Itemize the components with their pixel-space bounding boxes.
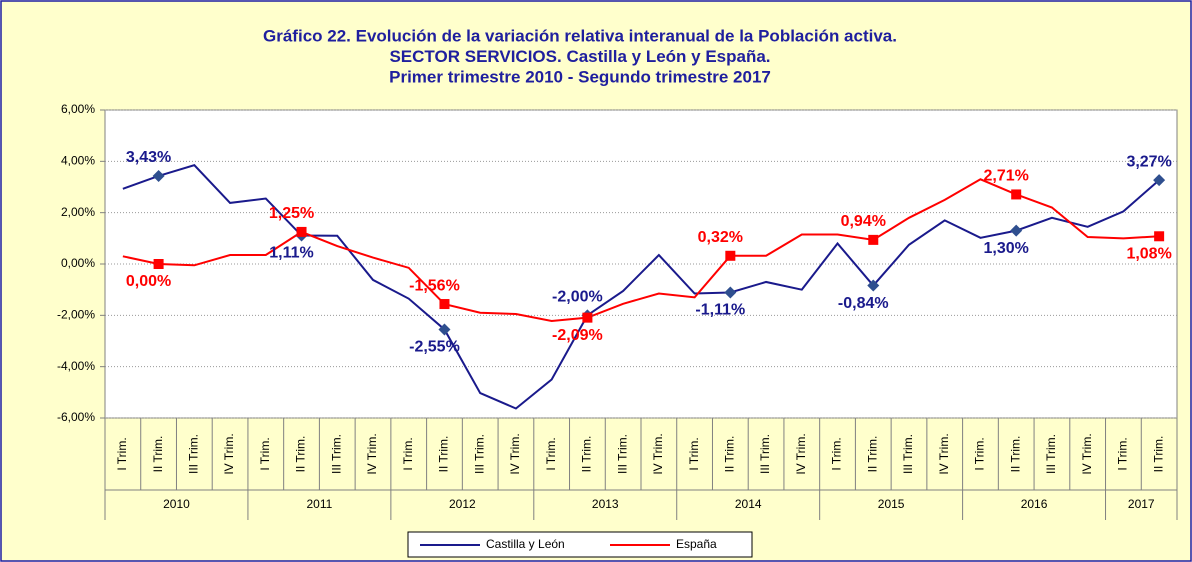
- x-group-label: 2015: [878, 497, 905, 511]
- x-tick-label: III Trim.: [1044, 434, 1058, 474]
- marker: [153, 259, 164, 269]
- x-tick-label: IV Trim.: [651, 433, 665, 474]
- x-group-label: 2017: [1128, 497, 1155, 511]
- x-group-label: 2014: [735, 497, 762, 511]
- x-tick-label: I Trim.: [687, 437, 701, 470]
- x-tick-label: IV Trim.: [937, 433, 951, 474]
- data-label: 0,00%: [126, 273, 171, 290]
- series-line: [122, 164, 1160, 410]
- x-tick-label: II Trim.: [723, 436, 737, 473]
- marker: [868, 234, 879, 245]
- data-label: 3,27%: [1126, 153, 1171, 170]
- data-label: 1,11%: [269, 245, 313, 262]
- marker: [725, 250, 736, 261]
- data-label: -0,84%: [838, 295, 889, 312]
- x-tick-label: III Trim.: [329, 434, 343, 474]
- x-tick-label: I Trim.: [401, 437, 415, 470]
- data-label: 0,94%: [841, 213, 886, 230]
- series-line: [122, 178, 1160, 322]
- chart-title: Primer trimestre 2010 - Segundo trimestr…: [389, 67, 771, 86]
- x-tick-label: III Trim.: [901, 434, 915, 474]
- data-label: 3,43%: [126, 149, 171, 166]
- x-tick-label: II Trim.: [1151, 436, 1165, 473]
- x-group-label: 2011: [306, 497, 332, 511]
- marker: [152, 169, 165, 182]
- data-label: -1,11%: [695, 302, 745, 319]
- data-label: -2,55%: [409, 339, 460, 356]
- data-label: -2,00%: [552, 289, 603, 306]
- plot-area: [104, 109, 1178, 419]
- x-tick-label: I Trim.: [544, 437, 558, 470]
- y-tick-label: 2,00%: [61, 205, 95, 219]
- x-tick-label: III Trim.: [758, 434, 772, 474]
- y-tick-label: 4,00%: [61, 154, 95, 168]
- x-tick-label: II Trim.: [437, 436, 451, 473]
- x-group-label: 2013: [592, 497, 619, 511]
- marker: [1154, 231, 1165, 242]
- x-group-label: 2016: [1021, 497, 1048, 511]
- data-label: -1,56%: [409, 277, 460, 294]
- x-tick-label: II Trim.: [294, 436, 308, 473]
- x-tick-label: IV Trim.: [508, 433, 522, 474]
- x-tick-label: III Trim.: [472, 434, 486, 474]
- marker: [296, 226, 307, 237]
- y-tick-label: -6,00%: [57, 410, 95, 424]
- y-tick-label: 0,00%: [61, 256, 95, 270]
- data-label: 0,32%: [698, 229, 743, 246]
- x-tick-label: I Trim.: [258, 437, 272, 470]
- y-tick-label: -2,00%: [57, 308, 95, 322]
- chart-title: Gráfico 22. Evolución de la variación re…: [263, 26, 897, 45]
- x-tick-label: I Trim.: [1116, 437, 1130, 470]
- x-group-label: 2010: [163, 497, 190, 511]
- marker: [1010, 224, 1023, 237]
- x-tick-label: IV Trim.: [365, 433, 379, 474]
- marker: [439, 299, 450, 310]
- marker: [1153, 174, 1166, 187]
- y-tick-label: -4,00%: [57, 359, 95, 373]
- x-tick-label: I Trim.: [115, 437, 129, 470]
- marker: [867, 279, 880, 292]
- x-tick-label: II Trim.: [151, 436, 165, 473]
- legend-label: España: [676, 537, 717, 551]
- data-label: -2,09%: [552, 327, 603, 344]
- x-tick-label: II Trim.: [580, 436, 594, 473]
- x-tick-label: II Trim.: [865, 436, 879, 473]
- x-tick-label: I Trim.: [973, 437, 987, 470]
- marker: [1011, 189, 1022, 200]
- x-tick-label: II Trim.: [1008, 436, 1022, 473]
- x-tick-label: IV Trim.: [794, 433, 808, 474]
- marker: [724, 286, 737, 299]
- x-tick-label: III Trim.: [187, 434, 201, 474]
- x-tick-label: III Trim.: [615, 434, 629, 474]
- x-tick-label: IV Trim.: [1080, 433, 1094, 474]
- x-tick-label: I Trim.: [830, 437, 844, 470]
- chart-title: SECTOR SERVICIOS. Castilla y León y Espa…: [389, 47, 770, 66]
- marker: [582, 312, 593, 323]
- y-tick-label: 6,00%: [61, 102, 95, 116]
- legend-label: Castilla y León: [486, 537, 565, 551]
- data-label: 1,25%: [269, 205, 314, 222]
- x-tick-label: IV Trim.: [222, 433, 236, 474]
- x-group-label: 2012: [449, 497, 476, 511]
- marker: [438, 323, 451, 336]
- data-label: 2,71%: [984, 168, 1029, 185]
- data-label: 1,08%: [1126, 245, 1171, 262]
- data-label: 1,30%: [984, 240, 1029, 257]
